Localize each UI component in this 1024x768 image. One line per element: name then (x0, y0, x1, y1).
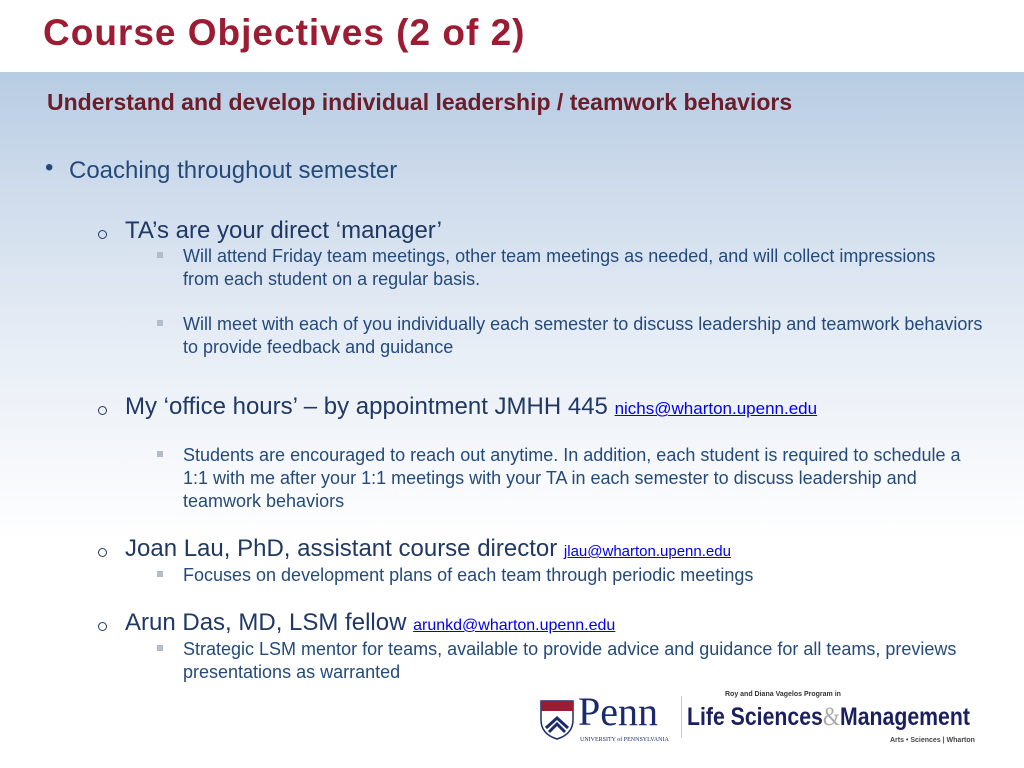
logo-divider (681, 696, 682, 738)
item-detail: Students are encouraged to reach out any… (183, 445, 961, 511)
item-heading-text: Joan Lau, PhD, assistant course director (125, 535, 558, 562)
main-bullet: Coaching throughout semester (69, 157, 398, 184)
square-bullet-icon (157, 320, 163, 326)
slide-title: Course Objectives (2 of 2) (43, 12, 526, 53)
lsm-logo-top: Roy and Diana Vagelos Program in (725, 691, 841, 698)
email-link[interactable]: jlau@wharton.upenn.edu (563, 543, 731, 560)
square-bullet-icon (157, 451, 163, 457)
item-detail: Focuses on development plans of each tea… (183, 565, 754, 585)
lsm-logo-main: Life Sciences&Management (687, 702, 970, 732)
bullet-icon: • (45, 154, 54, 181)
item-detail: Will attend Friday team meetings, other … (183, 246, 936, 289)
square-bullet-icon (157, 252, 163, 258)
circle-bullet-icon (98, 548, 107, 557)
item-heading: Arun Das, MD, LSM fellow arunkd@wharton.… (125, 609, 615, 637)
penn-logo-text: Penn (578, 689, 658, 734)
item-heading-text: Arun Das, MD, LSM fellow (125, 609, 407, 636)
item-heading-text: My ‘office hours’ – by appointment JMHH … (125, 393, 608, 420)
item-heading: TA’s are your direct ‘manager’ (125, 217, 443, 244)
circle-bullet-icon (98, 622, 107, 631)
item-detail: Will meet with each of you individually … (183, 314, 983, 357)
square-bullet-icon (157, 645, 163, 651)
email-link[interactable]: nichs@wharton.upenn.edu (614, 399, 818, 418)
slide-subtitle: Understand and develop individual leader… (47, 89, 793, 115)
circle-bullet-icon (98, 230, 107, 239)
content-background (0, 72, 1024, 768)
lsm-logo-bottom: Arts • Sciences | Wharton (890, 737, 975, 744)
lsm-logo-amp: & (822, 702, 841, 731)
penn-logo-subtext: UNIVERSITY of PENNSYLVANIA (580, 737, 669, 743)
circle-bullet-icon (98, 406, 107, 415)
square-bullet-icon (157, 571, 163, 577)
item-heading: My ‘office hours’ – by appointment JMHH … (125, 393, 817, 421)
item-heading: Joan Lau, PhD, assistant course director… (125, 535, 731, 563)
lsm-logo-text: Management (840, 703, 970, 731)
email-link[interactable]: arunkd@wharton.upenn.edu (413, 617, 616, 634)
penn-shield-icon (540, 700, 574, 740)
item-detail: Strategic LSM mentor for teams, availabl… (183, 639, 957, 682)
lsm-logo-text: Life Sciences (687, 703, 823, 731)
logo-bar: Penn UNIVERSITY of PENNSYLVANIA Roy and … (540, 690, 990, 760)
